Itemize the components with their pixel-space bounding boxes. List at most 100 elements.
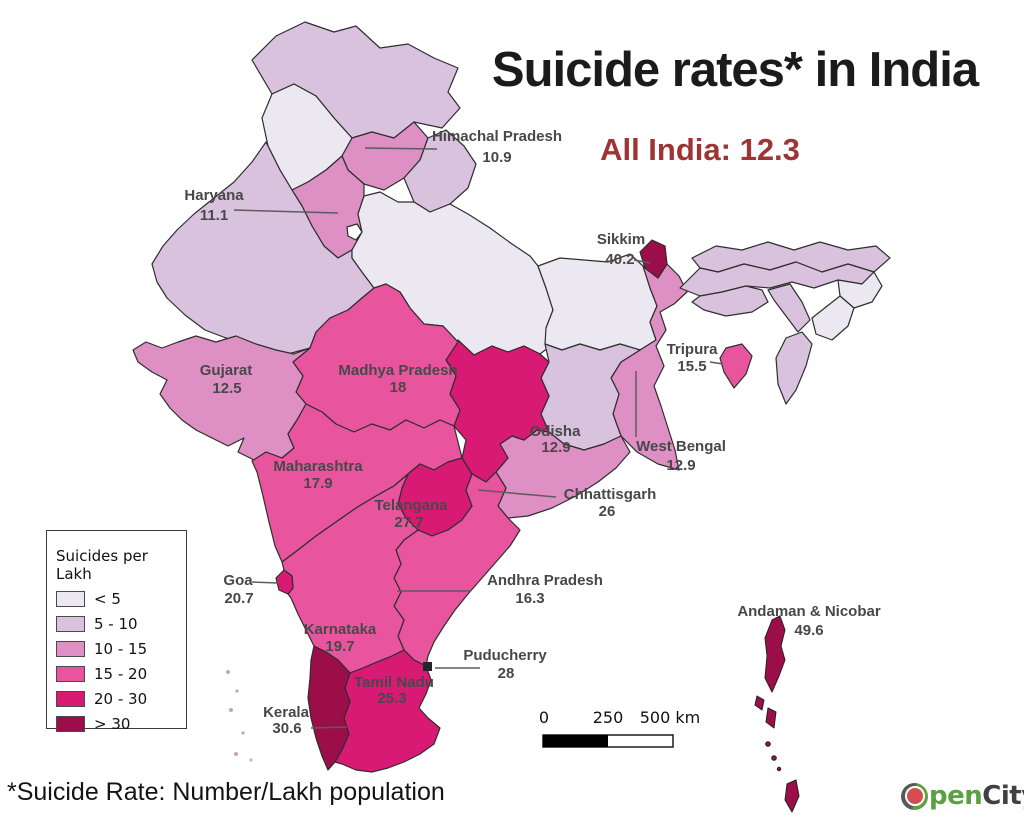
scale-tick-500km: 500 km (640, 708, 700, 727)
label-telangana-name: Telangana (374, 497, 448, 514)
legend-swatch-lt5 (56, 591, 85, 607)
scale-bar-fill (543, 735, 608, 747)
label-madhya-pradesh-value: 18 (390, 379, 407, 396)
islands-nicobar (784, 779, 800, 813)
label-himachal-pradesh-name: Himachal Pradesh (432, 128, 562, 145)
label-haryana-name: Haryana (184, 187, 244, 204)
label-karnataka-value: 19.7 (325, 638, 354, 655)
label-tripura-name: Tripura (667, 341, 719, 358)
state-bihar (537, 253, 658, 351)
label-madhya-pradesh-name: Madhya Pradesh (338, 362, 457, 379)
label-west-bengal-value: 12.9 (666, 457, 695, 474)
footnote: *Suicide Rate: Number/Lakh population (7, 778, 445, 806)
label-gujarat-name: Gujarat (200, 362, 253, 379)
state-mizoram (775, 331, 813, 405)
legend-swatch-5-10 (56, 616, 85, 632)
label-sikkim-value: 40.2 (605, 251, 634, 268)
state-tamil-nadu (334, 649, 441, 773)
islands-andaman (765, 741, 771, 747)
page-title: Suicide rates* in India (491, 43, 979, 97)
puducherry-marker (423, 662, 432, 671)
label-karnataka-name: Karnataka (304, 621, 377, 638)
state-tripura (719, 343, 753, 389)
label-tripura-value: 15.5 (677, 358, 706, 375)
leader-goa (251, 581, 279, 584)
state-meghalaya (691, 285, 769, 317)
label-andaman-nicobar-name: Andaman & Nicobar (737, 603, 881, 620)
label-chhattisgarh-value: 26 (599, 503, 616, 520)
label-goa-value: 20.7 (224, 590, 253, 607)
label-andaman-nicobar-value: 49.6 (794, 622, 823, 639)
legend-swatch-15-20 (56, 666, 85, 682)
label-puducherry-name: Puducherry (463, 647, 547, 664)
islands-lakshadweep (235, 689, 239, 693)
state-assam-south (767, 283, 811, 333)
legend-row: 5 - 10 (56, 615, 186, 633)
state-gujarat (132, 335, 311, 461)
label-sikkim-name: Sikkim (597, 231, 645, 248)
state-karnataka (281, 473, 419, 674)
label-gujarat-value: 12.5 (212, 380, 241, 397)
islands-andaman (776, 766, 782, 772)
state-sikkim (639, 239, 668, 279)
label-kerala-name: Kerala (263, 704, 310, 721)
legend-label-gt30: > 30 (94, 715, 131, 733)
legend-swatch-20-30 (56, 691, 85, 707)
opencity-logo-icon (901, 782, 928, 810)
opencity-logo-text-pen: pen (929, 781, 983, 811)
islands-lakshadweep (234, 752, 238, 756)
leader-kerala (310, 726, 348, 729)
state-rajasthan (151, 141, 375, 355)
scale-tick-0: 0 (539, 708, 549, 727)
legend-swatch-gt30 (56, 716, 85, 732)
islands-lakshadweep (226, 670, 230, 674)
state-delhi (346, 223, 363, 241)
label-tamil-nadu-name: Tamil Nadu (354, 674, 434, 691)
leader-himachal-pradesh (364, 147, 438, 150)
label-west-bengal-name: West Bengal (636, 438, 726, 455)
legend-label-5-10: 5 - 10 (94, 615, 138, 633)
label-kerala-value: 30.6 (272, 720, 301, 737)
islands-lakshadweep (229, 708, 233, 712)
leader-haryana (233, 209, 339, 214)
label-puducherry-value: 28 (498, 665, 515, 682)
label-odisha-name: Odisha (530, 423, 582, 440)
legend-row: > 30 (56, 715, 186, 733)
all-india-value: All India: 12.3 (600, 132, 800, 167)
islands-lakshadweep (241, 731, 245, 735)
opencity-logo: penCity (901, 780, 1024, 812)
islands-andaman (765, 707, 777, 729)
legend: Suicides per Lakh < 5 5 - 10 10 - 15 15 … (46, 530, 187, 733)
label-haryana-value: 11.1 (200, 207, 228, 224)
label-andhra-pradesh-name: Andhra Pradesh (487, 572, 603, 589)
label-maharashtra-value: 17.9 (303, 475, 332, 492)
scale-tick-250: 250 (593, 708, 624, 727)
legend-row: 15 - 20 (56, 665, 186, 683)
label-goa-name: Goa (223, 572, 253, 589)
leader-sikkim (633, 259, 651, 264)
scale-bar: 0 250 500 km (539, 708, 700, 748)
legend-label-20-30: 20 - 30 (94, 690, 148, 708)
leader-chhattisgarh (477, 489, 557, 498)
leader-tripura (709, 361, 724, 365)
legend-row: 20 - 30 (56, 690, 186, 708)
legend-label-lt5: < 5 (94, 590, 121, 608)
opencity-logo-text-city: City (982, 781, 1024, 811)
label-tamil-nadu-value: 25.3 (377, 690, 406, 707)
legend-swatch-10-15 (56, 641, 85, 657)
state-goa (275, 569, 294, 595)
legend-row: 10 - 15 (56, 640, 186, 658)
islands-lakshadweep (249, 758, 253, 762)
label-telangana-value: 27.7 (394, 514, 423, 531)
label-maharashtra-name: Maharashtra (273, 458, 363, 475)
label-chhattisgarh-name: Chhattisgarh (564, 486, 657, 503)
islands-andaman (764, 615, 786, 693)
legend-title: Suicides per Lakh (56, 547, 148, 583)
opencity-logo-dot (904, 786, 925, 806)
label-odisha-value: 12.9 (541, 439, 570, 456)
label-andhra-pradesh-value: 16.3 (515, 590, 544, 607)
legend-label-15-20: 15 - 20 (94, 665, 148, 683)
state-west-bengal (610, 263, 688, 471)
